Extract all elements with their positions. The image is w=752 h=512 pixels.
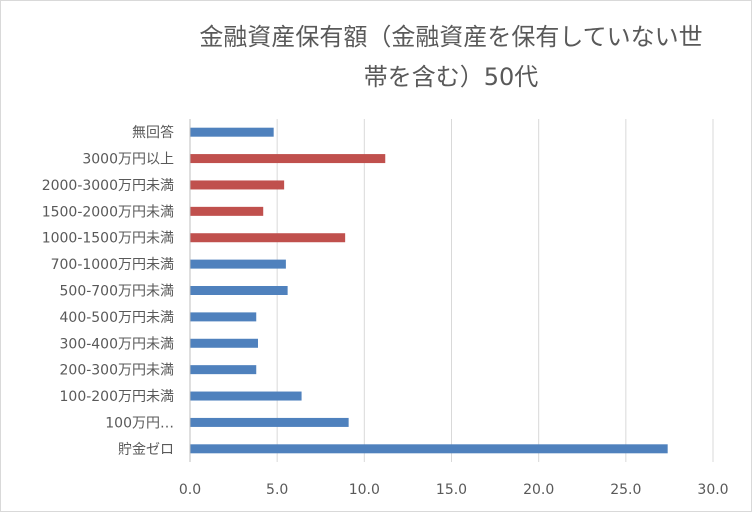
bar bbox=[190, 286, 288, 295]
bar bbox=[190, 206, 264, 216]
category-label: 400-500万円未満 bbox=[60, 310, 175, 326]
bar bbox=[190, 391, 302, 401]
bar bbox=[190, 365, 257, 375]
x-tick-label: 15.0 bbox=[436, 482, 467, 498]
category-label: 200-300万円未満 bbox=[60, 363, 175, 379]
category-label: 100万円… bbox=[105, 415, 174, 431]
category-label: 1000-1500万円未満 bbox=[42, 231, 174, 247]
bar bbox=[190, 444, 668, 454]
category-label: 無回答 bbox=[132, 124, 174, 141]
x-tick-label: 20.0 bbox=[523, 482, 554, 498]
bar bbox=[190, 417, 349, 427]
bar bbox=[190, 312, 257, 322]
bar bbox=[190, 259, 286, 269]
x-tick-label: 10.0 bbox=[349, 482, 380, 498]
x-tick-label: 5.0 bbox=[266, 482, 288, 498]
category-label: 貯金ゼロ bbox=[118, 442, 174, 458]
x-tick-label: 30.0 bbox=[697, 482, 728, 498]
category-label: 100-200万円未満 bbox=[60, 389, 175, 405]
bar bbox=[190, 180, 285, 190]
bar bbox=[190, 338, 258, 348]
category-label: 2000-3000万円未満 bbox=[42, 178, 174, 194]
category-label: 3000万円以上 bbox=[82, 152, 174, 168]
category-label: 500-700万円未満 bbox=[60, 284, 175, 300]
category-label: 700-1000万円未満 bbox=[51, 257, 174, 273]
bar bbox=[190, 154, 386, 164]
x-tick-label: 0.0 bbox=[179, 482, 201, 498]
chart-title: 金融資産保有額（金融資産を保有していない世 帯を含む）50代 bbox=[199, 23, 703, 91]
category-label: 1500-2000万円未満 bbox=[42, 204, 174, 220]
x-tick-label: 25.0 bbox=[610, 482, 641, 498]
bar bbox=[190, 127, 274, 137]
category-label: 300-400万円未満 bbox=[60, 336, 175, 352]
bar bbox=[190, 233, 346, 243]
